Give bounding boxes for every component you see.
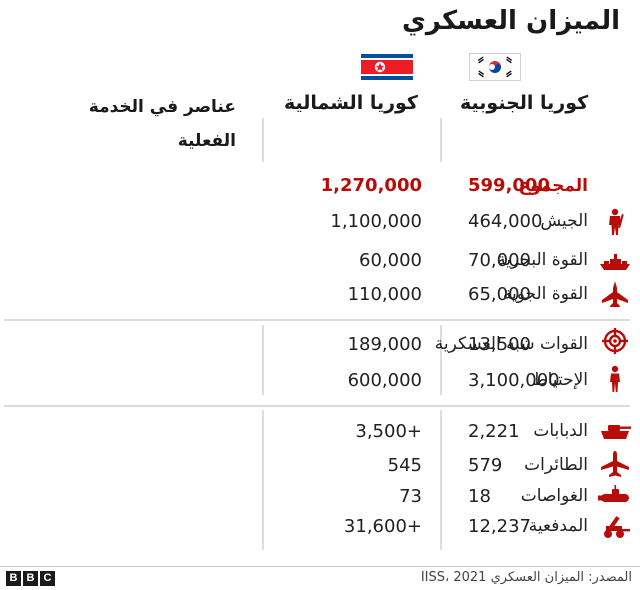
south-value-air-force: 65,000 [468, 284, 531, 305]
north-value-tanks: 3,500+ [355, 421, 422, 442]
soldier-icon [609, 208, 624, 235]
submarine-icon [598, 485, 629, 502]
person-icon [610, 365, 620, 392]
column-divider [262, 325, 264, 395]
north-value-army: 1,100,000 [330, 211, 422, 232]
row-label-air-force: القوة الجوية [502, 284, 588, 304]
page-title: الميزان العسكري [402, 6, 620, 36]
artillery-icon [604, 516, 630, 538]
row-label-tanks: الدبابات [533, 421, 588, 441]
north-value-artillery: 31,600+ [343, 516, 422, 537]
north-korea-flag-icon [361, 54, 413, 80]
south-value-submarines: 18 [468, 486, 491, 507]
ship-icon [600, 254, 630, 270]
airplane-icon [601, 451, 629, 477]
south-korea-header: كوريا الجنوبية [460, 92, 589, 114]
south-value-paramilitary: 13,500 [468, 334, 531, 355]
north-value-reserve: 600,000 [347, 370, 422, 391]
south-value-reserve: 3,100,000 [468, 370, 560, 391]
row-label-artillery: المدفعية [528, 516, 588, 536]
crosshair-icon [602, 328, 628, 354]
category-header: عناصر في الخدمة الفعلية [88, 97, 236, 151]
north-value-navy: 60,000 [359, 250, 422, 271]
column-divider [440, 118, 442, 162]
north-korea-header: كوريا الشمالية [283, 92, 418, 114]
south-korea-flag-icon [469, 53, 521, 81]
bbc-logo: B B C [6, 571, 55, 586]
south-value-total: 599,000 [468, 175, 550, 196]
footer-divider [0, 566, 640, 567]
row-label-army: الجيش [540, 211, 588, 231]
north-value-submarines: 73 [399, 486, 422, 507]
south-value-artillery: 12,237 [468, 516, 531, 537]
column-divider [440, 410, 442, 550]
section-divider [4, 319, 630, 321]
row-label-reserve: الإحتياط [531, 370, 588, 390]
tank-icon [601, 425, 631, 439]
column-divider [262, 118, 264, 162]
bbc-logo-letter: B [6, 571, 21, 586]
row-label-total: المجموع [518, 176, 588, 196]
section-divider [4, 405, 630, 407]
row-label-submarines: الغواصات [520, 486, 588, 506]
fighter-jet-icon [602, 281, 628, 307]
south-value-aircraft: 579 [468, 455, 503, 476]
north-value-total: 1,270,000 [320, 175, 422, 196]
column-divider [440, 325, 442, 395]
row-label-navy: القوة البحرية [497, 250, 588, 270]
column-divider [262, 410, 264, 550]
north-value-paramilitary: 189,000 [347, 334, 422, 355]
bbc-logo-letter: B [23, 571, 38, 586]
south-value-tanks: 2,221 [468, 421, 520, 442]
south-value-army: 464,000 [468, 211, 543, 232]
row-label-aircraft: الطائرات [524, 455, 588, 475]
north-value-aircraft: 545 [387, 455, 422, 476]
source-note: المصدر: الميزان العسكري IISS، 2021 [420, 570, 632, 585]
row-label-paramilitary: القوات شبه العسكرية [434, 334, 588, 354]
south-value-navy: 70,000 [468, 250, 531, 271]
bbc-logo-letter: C [40, 571, 55, 586]
north-value-air-force: 110,000 [347, 284, 422, 305]
